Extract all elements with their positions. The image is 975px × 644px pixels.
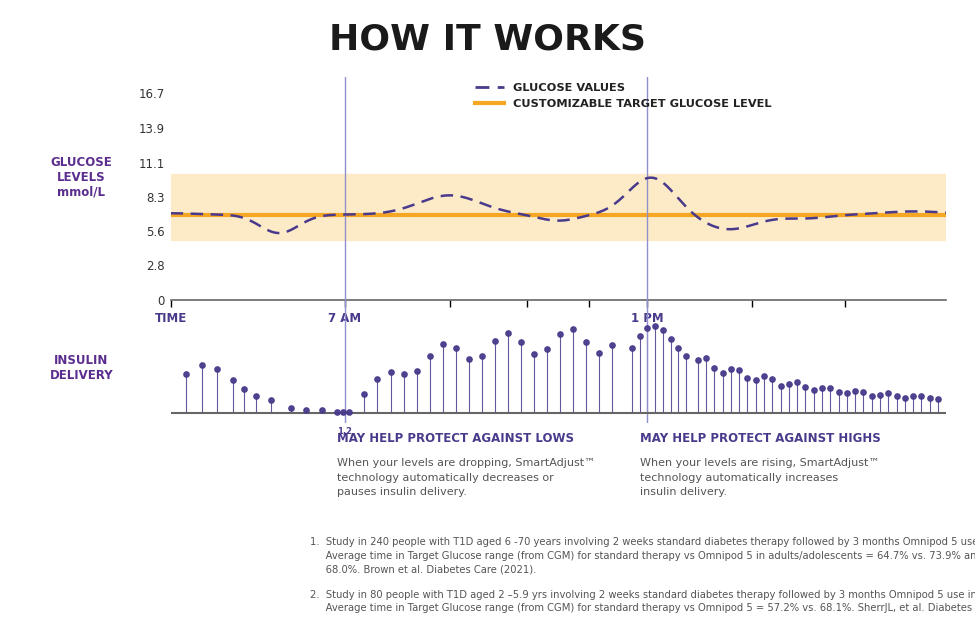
Text: HOW IT WORKS: HOW IT WORKS: [329, 23, 646, 57]
Text: 1.  Study in 240 people with T1D aged 6 -70 years involving 2 weeks standard dia: 1. Study in 240 people with T1D aged 6 -…: [310, 537, 975, 574]
Y-axis label: GLUCOSE
LEVELS
mmol/L: GLUCOSE LEVELS mmol/L: [51, 156, 112, 199]
Text: INSULIN
DELIVERY: INSULIN DELIVERY: [50, 354, 113, 382]
Text: When your levels are dropping, SmartAdjust™
technology automatically decreases o: When your levels are dropping, SmartAdju…: [337, 459, 596, 497]
Text: 1,2: 1,2: [337, 427, 352, 436]
Text: 2.  Study in 80 people with T1D aged 2 –5.9 yrs involving 2 weeks standard diabe: 2. Study in 80 people with T1D aged 2 –5…: [310, 590, 975, 613]
Legend: GLUCOSE VALUES, CUSTOMIZABLE TARGET GLUCOSE LEVEL: GLUCOSE VALUES, CUSTOMIZABLE TARGET GLUC…: [471, 79, 776, 113]
Text: MAY HELP PROTECT AGAINST HIGHS: MAY HELP PROTECT AGAINST HIGHS: [640, 432, 880, 445]
Text: When your levels are rising, SmartAdjust™
technology automatically increases
ins: When your levels are rising, SmartAdjust…: [640, 459, 879, 497]
Bar: [171, 174, 946, 240]
Text: MAY HELP PROTECT AGAINST LOWS: MAY HELP PROTECT AGAINST LOWS: [337, 432, 574, 445]
